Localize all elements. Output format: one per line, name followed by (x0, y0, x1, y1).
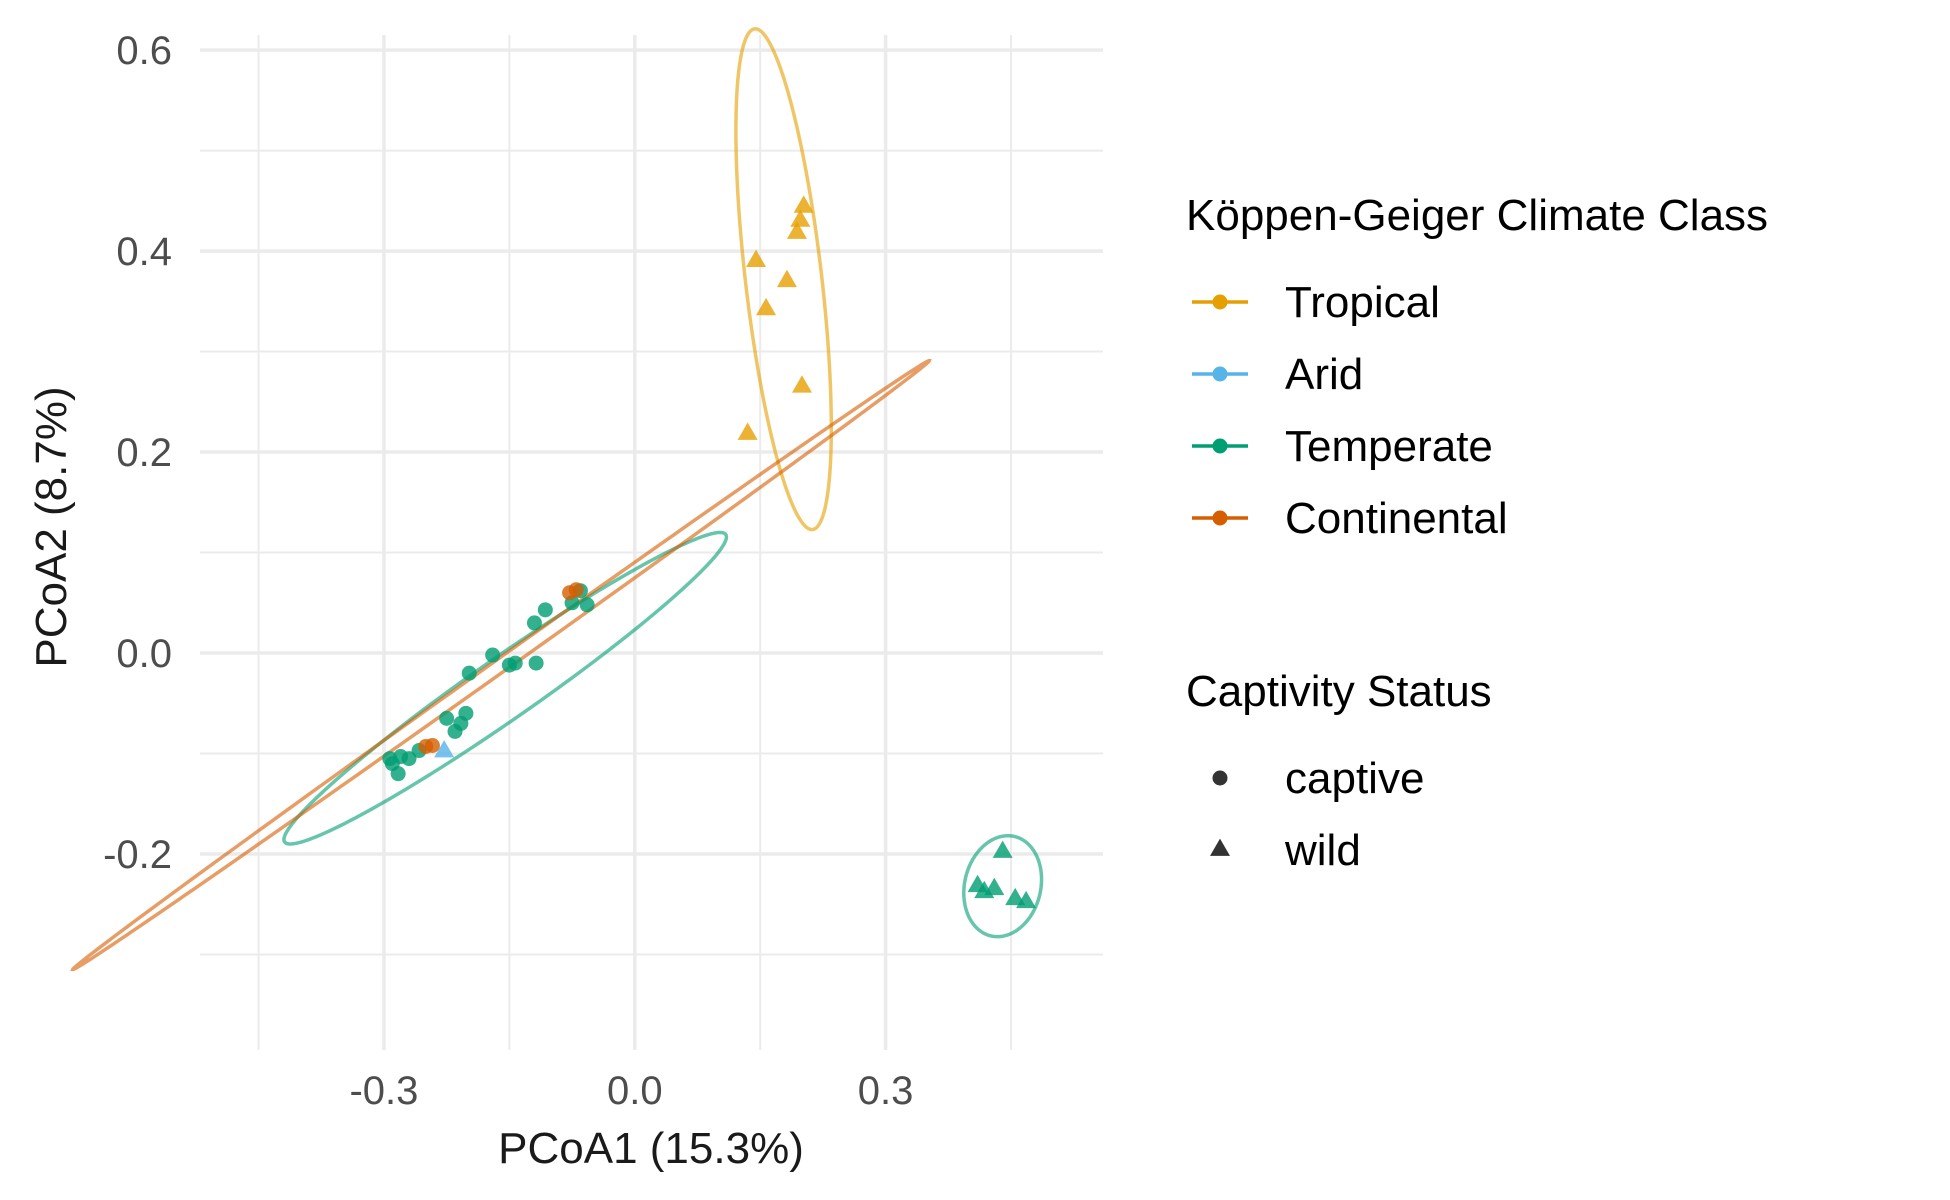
y-axis-title: PCoA2 (8.7%) (27, 386, 76, 667)
legend-key-dot (1212, 438, 1228, 454)
point-arid-wild (434, 740, 455, 758)
point-temperate-wild (984, 877, 1005, 896)
point-temperate-captive (401, 751, 417, 767)
confidence-ellipses (70, 27, 1044, 972)
grid-major-lines (200, 35, 1103, 1050)
point-tropical-wild (793, 195, 814, 213)
legend-label-continental: Continental (1285, 494, 1508, 543)
point-tropical-wild (737, 422, 758, 440)
point-temperate-wild (992, 840, 1013, 858)
legend-label-arid: Arid (1285, 350, 1363, 399)
legend-shape-captive: captive (1212, 754, 1424, 803)
legend-key-tropical: Tropical (1192, 278, 1440, 327)
point-temperate-captive (461, 665, 477, 681)
y-tick-label: -0.2 (103, 833, 172, 877)
point-continental-captive (568, 582, 584, 598)
legend: Köppen-Geiger Climate Class Tropical Arid… (1186, 191, 1768, 875)
point-temperate-wild (1016, 890, 1037, 909)
grid-minor-lines (200, 35, 1103, 1050)
y-axis-ticks: -0.2 0.0 0.2 0.4 0.6 (103, 29, 172, 877)
legend-key-dot (1212, 510, 1228, 526)
point-temperate-captive (485, 647, 501, 663)
legend-shape-items: captive wild (1210, 754, 1424, 875)
legend-label-captive: captive (1285, 754, 1424, 803)
legend-shape-circle (1212, 770, 1228, 786)
point-temperate-captive (579, 597, 595, 613)
legend-color-items: Tropical Arid Temperate Continental (1192, 278, 1508, 543)
x-axis-title: PCoA1 (15.3%) (498, 1124, 804, 1173)
ellipse-temperate-wild (962, 833, 1044, 939)
point-temperate-captive (390, 766, 406, 782)
y-tick-label: 0.6 (116, 29, 172, 73)
legend-label-tropical: Tropical (1285, 278, 1440, 327)
ellipse-tropical (734, 27, 834, 532)
legend-key-dot (1212, 294, 1228, 310)
legend-color-title: Köppen-Geiger Climate Class (1186, 191, 1768, 240)
point-continental-captive (424, 738, 440, 753)
point-temperate-captive (526, 615, 542, 631)
x-tick-label: -0.3 (349, 1069, 418, 1113)
ellipse-temperate (282, 530, 729, 846)
point-temperate-wild (1005, 887, 1026, 906)
x-tick-label: 0.0 (607, 1069, 663, 1113)
plot-panel (70, 27, 1103, 1050)
point-tropical-wild (790, 209, 811, 227)
legend-key-dot (1212, 366, 1228, 382)
legend-shape-wild: wild (1210, 826, 1361, 875)
x-axis-ticks: -0.3 0.0 0.3 (349, 1069, 913, 1113)
point-tropical-wild (776, 269, 797, 288)
point-tropical-wild (746, 249, 767, 268)
legend-key-arid: Arid (1192, 350, 1363, 399)
y-tick-label: 0.2 (116, 431, 172, 475)
legend-label-wild: wild (1284, 826, 1361, 875)
point-temperate-captive (528, 655, 544, 671)
legend-shape-triangle (1210, 838, 1230, 856)
y-tick-label: 0.4 (116, 230, 172, 274)
legend-shape-title: Captivity Status (1186, 667, 1492, 716)
point-temperate-captive (439, 710, 455, 726)
x-tick-label: 0.3 (858, 1069, 914, 1113)
legend-key-temperate: Temperate (1192, 422, 1493, 471)
point-temperate-captive (507, 655, 523, 671)
ellipse-continental (70, 358, 932, 972)
data-points (382, 195, 1037, 909)
point-temperate-captive (537, 602, 553, 618)
point-tropical-wild (792, 375, 812, 393)
point-temperate-captive (458, 705, 474, 721)
y-tick-label: 0.0 (116, 632, 172, 676)
point-tropical-wild (756, 297, 777, 316)
point-tropical-wild (786, 221, 807, 239)
legend-label-temperate: Temperate (1285, 422, 1493, 471)
legend-key-continental: Continental (1192, 494, 1508, 543)
